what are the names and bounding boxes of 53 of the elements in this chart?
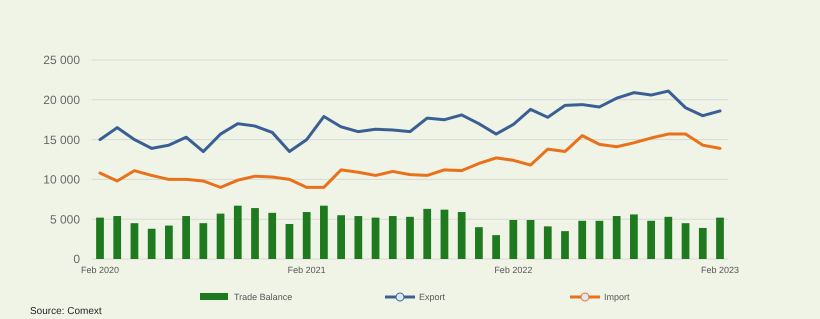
y-tick-label: 25 000 bbox=[43, 53, 80, 68]
bar bbox=[268, 212, 276, 259]
line-series bbox=[98, 132, 722, 189]
bar bbox=[388, 216, 397, 259]
bar bbox=[716, 218, 724, 259]
bar bbox=[458, 212, 466, 259]
bar bbox=[526, 220, 534, 259]
bar bbox=[148, 228, 156, 259]
bar bbox=[337, 215, 345, 259]
bar bbox=[698, 228, 707, 259]
bar bbox=[492, 235, 500, 259]
bar bbox=[423, 208, 432, 259]
line-series bbox=[98, 90, 722, 154]
bar bbox=[630, 214, 638, 259]
bar bbox=[320, 206, 328, 259]
bar bbox=[440, 210, 448, 259]
bar bbox=[682, 223, 690, 259]
bar bbox=[96, 218, 104, 259]
bar bbox=[612, 216, 621, 259]
bar bbox=[199, 223, 208, 259]
bar bbox=[578, 220, 586, 259]
x-tick-label: Feb 2023 bbox=[700, 265, 740, 275]
y-tick-label: 0 bbox=[73, 252, 80, 266]
bar bbox=[113, 216, 122, 259]
bar bbox=[509, 220, 518, 259]
x-tick-label: Feb 2021 bbox=[288, 265, 326, 275]
bar bbox=[302, 212, 311, 259]
bar bbox=[596, 220, 604, 259]
legend-label: Import bbox=[604, 292, 630, 302]
bar bbox=[182, 216, 190, 259]
legend-label: Trade Balance bbox=[234, 292, 292, 302]
bar bbox=[234, 206, 242, 259]
bar bbox=[286, 224, 294, 259]
y-tick-label: 5 000 bbox=[50, 212, 80, 226]
bar bbox=[475, 227, 483, 259]
legend-label: Export bbox=[419, 292, 446, 302]
bar bbox=[647, 220, 655, 259]
x-tick-label: Feb 2020 bbox=[80, 265, 120, 275]
y-tick-label: 10 000 bbox=[43, 172, 80, 187]
y-tick-label: 15 000 bbox=[43, 132, 80, 147]
bar bbox=[544, 226, 552, 259]
bar bbox=[561, 231, 569, 259]
bar bbox=[372, 218, 380, 259]
bar bbox=[251, 208, 259, 259]
y-tick-label: 20 000 bbox=[43, 93, 80, 107]
bar bbox=[165, 226, 173, 259]
bar bbox=[354, 216, 362, 259]
x-tick-label: Feb 2022 bbox=[494, 265, 532, 275]
bar bbox=[216, 214, 224, 259]
bar bbox=[406, 216, 414, 259]
source-note: Source: Comext bbox=[30, 306, 102, 317]
bar bbox=[664, 216, 672, 259]
bar bbox=[130, 223, 138, 259]
